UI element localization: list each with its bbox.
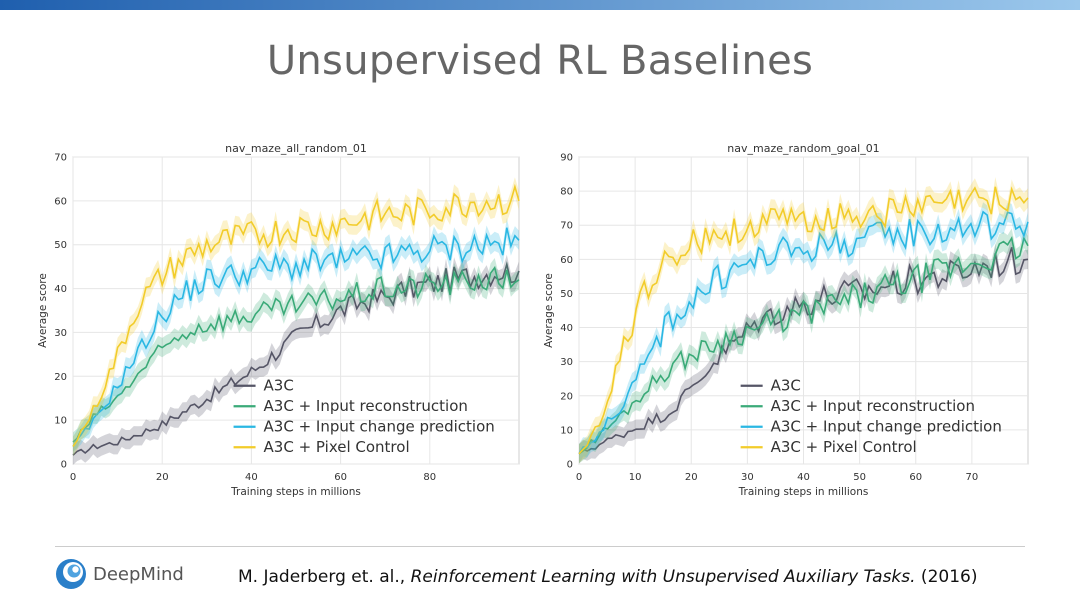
series-band-4 <box>73 177 519 457</box>
y-tick-label: 0 <box>567 460 573 471</box>
series-line-3 <box>578 210 1029 455</box>
x-axis-label: Training steps in millions <box>738 486 869 498</box>
x-tick-label: 40 <box>797 472 810 483</box>
chart-title: nav_maze_random_goal_01 <box>727 142 879 155</box>
x-tick-label: 30 <box>741 472 754 483</box>
x-tick-label: 60 <box>909 472 922 483</box>
y-tick-label: 0 <box>61 460 67 471</box>
y-axis-label: Average score <box>543 273 555 348</box>
y-tick-label: 60 <box>560 255 573 266</box>
series-line-1 <box>72 261 520 456</box>
y-tick-label: 60 <box>54 196 67 207</box>
legend-label: A3C <box>264 377 294 395</box>
series-band-4 <box>579 177 1028 464</box>
x-axis-label: Training steps in millions <box>230 486 361 498</box>
x-tick-label: 20 <box>156 472 169 483</box>
x-tick-label: 20 <box>685 472 698 483</box>
chart-title: nav_maze_all_random_01 <box>225 142 367 155</box>
series-band-2 <box>73 258 519 452</box>
series-line-3 <box>72 227 520 447</box>
series-band-1 <box>579 237 1028 464</box>
legend-label: A3C + Input reconstruction <box>264 397 468 415</box>
x-tick-label: 40 <box>245 472 258 483</box>
slide-title: Unsupervised RL Baselines <box>266 38 814 84</box>
legend-label: A3C + Pixel Control <box>771 438 917 456</box>
y-tick-label: 10 <box>560 425 573 436</box>
y-tick-label: 10 <box>54 416 67 427</box>
y-tick-label: 50 <box>560 289 573 300</box>
x-tick-label: 80 <box>423 472 436 483</box>
legend-label: A3C + Input change prediction <box>771 418 1002 436</box>
legend-label: A3C <box>771 377 801 395</box>
y-tick-label: 90 <box>560 153 573 164</box>
y-tick-label: 50 <box>54 240 67 251</box>
x-tick-label: 10 <box>629 472 642 483</box>
y-tick-label: 70 <box>54 153 67 164</box>
series-line-4 <box>578 186 1029 455</box>
y-axis-label: Average score <box>37 273 49 348</box>
citation-author: M. Jaderberg et. al., <box>238 567 411 587</box>
y-tick-label: 20 <box>54 372 67 383</box>
y-tick-label: 30 <box>560 357 573 368</box>
chart-2: 0 10 20 30 40 50 60 70 0 10 20 30 40 50 60 70 80 90 nav_ma… <box>543 142 1029 498</box>
x-tick-label: 0 <box>70 472 76 483</box>
citation-year: (2016) <box>915 567 978 587</box>
citation: M. Jaderberg et. al., Reinforcement Lear… <box>238 567 977 587</box>
series-line-2 <box>72 265 520 443</box>
deepmind-logo-icon <box>56 559 86 589</box>
top-accent-bar <box>0 0 1080 10</box>
y-tick-label: 40 <box>54 284 67 295</box>
series-line-4 <box>72 183 520 447</box>
x-tick-label: 70 <box>966 472 979 483</box>
citation-title: Reinforcement Learning with Unsupervised… <box>410 567 916 587</box>
y-tick-label: 70 <box>560 221 573 232</box>
y-tick-label: 40 <box>560 323 573 334</box>
chart-1: 0 20 40 60 80 0 10 20 30 40 50 60 70 nav_maze_all_ran… <box>37 142 520 498</box>
footer-divider <box>55 546 1025 547</box>
charts-area: 0 20 40 60 80 0 10 20 30 40 50 60 70 nav_maze_all_ran… <box>37 142 1029 498</box>
x-tick-label: 60 <box>334 472 347 483</box>
y-tick-label: 80 <box>560 187 573 198</box>
legend-label: A3C + Input reconstruction <box>771 397 975 415</box>
x-tick-label: 50 <box>853 472 866 483</box>
y-tick-label: 30 <box>54 328 67 339</box>
legend-label: A3C + Input change prediction <box>264 418 495 436</box>
y-tick-label: 20 <box>560 391 573 402</box>
logo-text: DeepMind <box>93 564 184 585</box>
series-line-2 <box>578 235 1029 455</box>
legend-label: A3C + Pixel Control <box>264 438 410 456</box>
x-tick-label: 0 <box>576 472 582 483</box>
